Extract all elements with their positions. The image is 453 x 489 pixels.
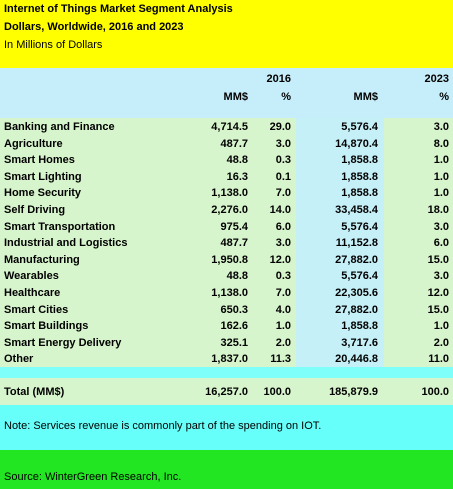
cell: 2.0: [275, 336, 291, 349]
cell: 3.0: [433, 121, 449, 133]
cell: 1,858.8: [341, 320, 378, 333]
cell: 3.0: [433, 220, 449, 233]
cell: 650.3: [220, 303, 248, 316]
column-header: MM$: [353, 91, 378, 103]
cell: 4,714.5: [211, 121, 248, 133]
cell: 1.0: [275, 320, 291, 333]
cell: 12.0: [427, 287, 449, 299]
cell: 0.1: [275, 170, 291, 183]
cell: 18.0: [427, 204, 449, 216]
subtitle: Dollars, Worldwide, 2016 and 2023: [4, 21, 184, 33]
cell: 487.7: [220, 237, 248, 250]
cell: 1,858.8: [341, 187, 378, 200]
row-label: Manufacturing: [4, 253, 80, 266]
row-label: Smart Cities: [4, 303, 69, 316]
row-label: Smart Transportation: [4, 220, 116, 233]
source: Source: WinterGreen Research, Inc.: [4, 471, 182, 483]
row-label: Agriculture: [4, 137, 63, 150]
cell: 29.0: [269, 121, 291, 133]
cell: 33,458.4: [335, 204, 378, 216]
cell: 1.0: [433, 170, 449, 183]
row-label: Home Security: [4, 187, 82, 200]
cell: 5,576.4: [341, 220, 378, 233]
cell: 3.0: [275, 137, 291, 150]
cell: 12.0: [269, 253, 291, 266]
cell: 27,882.0: [335, 253, 378, 266]
units: In Millions of Dollars: [4, 39, 103, 51]
total-cell: 185,879.9: [329, 386, 378, 398]
row-label: Smart Energy Delivery: [4, 336, 122, 349]
cell: 3.0: [433, 270, 449, 283]
cell: 1,837.0: [211, 353, 248, 366]
cell: 5,576.4: [341, 270, 378, 283]
cell: 15.0: [427, 253, 449, 266]
cell: 16.3: [226, 170, 248, 183]
column-header: %: [281, 91, 291, 103]
cell: 15.0: [427, 303, 449, 316]
cell: 11.3: [270, 353, 291, 366]
cell: 325.1: [220, 336, 248, 349]
cell: 20,446.8: [335, 353, 378, 366]
total-label: Total (MM$): [4, 386, 65, 398]
column-header-band: [0, 68, 453, 118]
cell: 1,858.8: [341, 154, 378, 167]
cell: 6.0: [433, 237, 449, 250]
column-header: %: [439, 91, 449, 103]
row-label: Smart Homes: [4, 154, 75, 167]
total-cell: 100.0: [263, 386, 291, 398]
row-label: Banking and Finance: [4, 121, 115, 133]
cell: 6.0: [275, 220, 291, 233]
cell: 2,276.0: [211, 204, 248, 216]
cell: 1,858.8: [341, 170, 378, 183]
cell: 27,882.0: [335, 303, 378, 316]
row-label: Healthcare: [4, 287, 61, 299]
cell: 1.0: [433, 320, 449, 333]
cell: 975.4: [220, 220, 248, 233]
source-band: [0, 450, 453, 489]
row-label: Smart Buildings: [4, 320, 89, 333]
row-label: Other: [4, 353, 34, 366]
cell: 48.8: [226, 270, 248, 283]
cell: 3,717.6: [341, 336, 378, 349]
cell: 1,950.8: [211, 253, 248, 266]
cell: 1.0: [433, 187, 449, 200]
row-label: Smart Lighting: [4, 170, 82, 183]
row-label: Self Driving: [4, 204, 66, 216]
title: Internet of Things Market Segment Analys…: [4, 3, 233, 15]
cell: 14.0: [269, 204, 291, 216]
row-label: Wearables: [4, 270, 59, 283]
note: Note: Services revenue is commonly part …: [4, 420, 322, 432]
cell: 1,138.0: [211, 187, 248, 200]
cell: 48.8: [226, 154, 248, 167]
cell: 8.0: [433, 137, 449, 150]
header-band: [0, 0, 453, 68]
cell: 487.7: [220, 137, 248, 150]
cell: 7.0: [275, 287, 291, 299]
column-header: MM$: [223, 91, 248, 103]
row-label: Industrial and Logistics: [4, 237, 128, 250]
total-cell: 16,257.0: [205, 386, 248, 398]
cell: 14,870.4: [335, 137, 378, 150]
cell: 22,305.6: [335, 287, 378, 299]
cell: 11,152.8: [335, 237, 378, 250]
spacer-band: [0, 367, 453, 378]
year-header: 2016: [266, 73, 291, 85]
cell: 4.0: [275, 303, 291, 316]
cell: 3.0: [275, 237, 291, 250]
year-header: 2023: [424, 73, 449, 85]
cell: 2.0: [433, 336, 449, 349]
cell: 0.3: [275, 270, 291, 283]
note-band: [0, 405, 453, 450]
cell: 1,138.0: [211, 287, 248, 299]
cell: 0.3: [275, 154, 291, 167]
column-band: [296, 118, 384, 367]
cell: 162.6: [220, 320, 248, 333]
cell: 5,576.4: [341, 121, 378, 133]
total-cell: 100.0: [421, 386, 449, 398]
cell: 11.0: [428, 353, 449, 366]
cell: 1.0: [433, 154, 449, 167]
cell: 7.0: [275, 187, 291, 200]
